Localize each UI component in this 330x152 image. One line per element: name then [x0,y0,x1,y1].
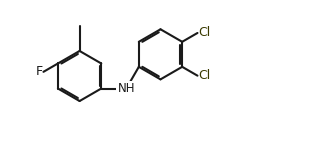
Text: Cl: Cl [198,69,211,82]
Text: F: F [35,65,43,78]
Text: Cl: Cl [198,26,211,40]
Text: NH: NH [117,82,135,95]
